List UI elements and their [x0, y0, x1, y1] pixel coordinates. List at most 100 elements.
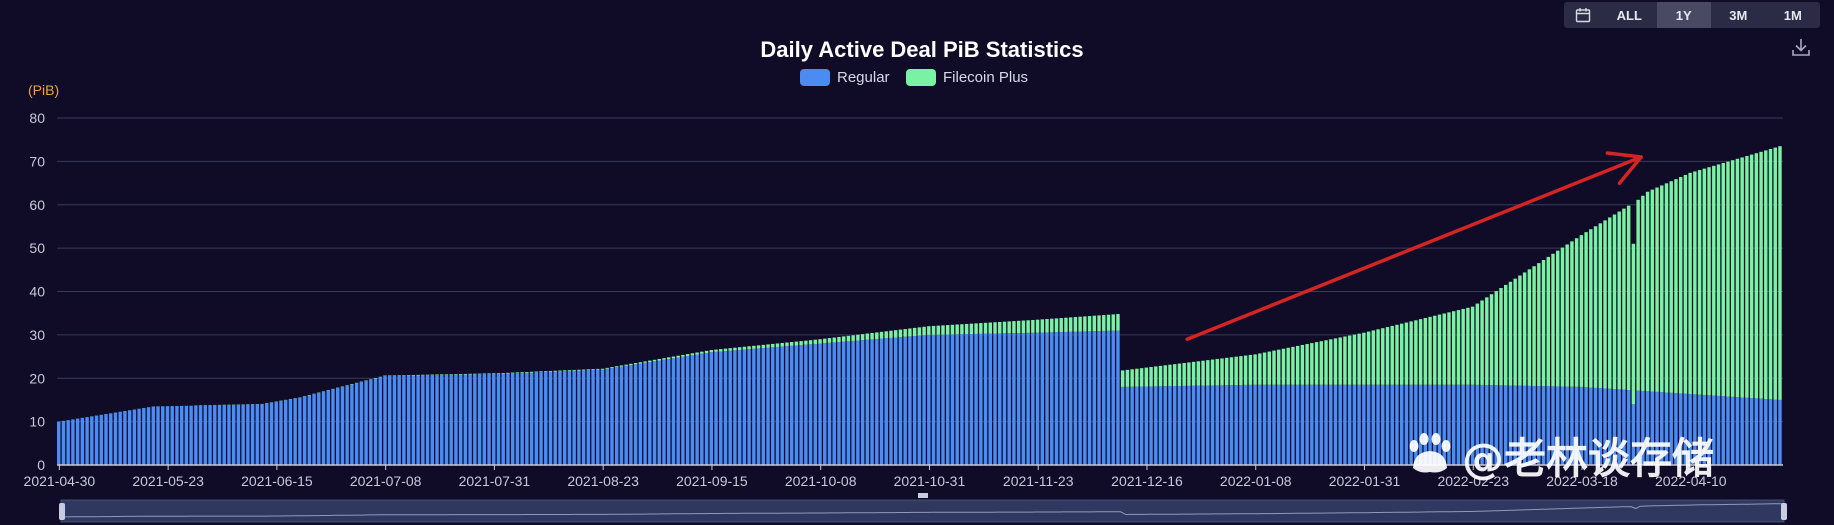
bar-regular[interactable] [539, 372, 543, 465]
bar-filecoin-plus[interactable] [416, 374, 420, 376]
bar-regular[interactable] [529, 372, 534, 465]
zoom-slider[interactable] [59, 493, 1787, 523]
bar-filecoin-plus[interactable] [1603, 220, 1607, 389]
bar-regular[interactable] [1253, 384, 1257, 465]
bar-regular[interactable] [1778, 399, 1782, 465]
bar-regular[interactable] [1300, 384, 1305, 465]
bar-filecoin-plus[interactable] [1338, 337, 1342, 385]
bar-regular[interactable] [473, 374, 477, 465]
bar-filecoin-plus[interactable] [1333, 338, 1338, 385]
bar-regular[interactable] [1116, 330, 1120, 465]
bar-filecoin-plus[interactable] [525, 371, 529, 373]
bar-filecoin-plus[interactable] [373, 377, 378, 379]
bar-regular[interactable] [161, 406, 165, 465]
bar-regular[interactable] [1281, 384, 1286, 465]
bar-regular[interactable] [1163, 386, 1167, 465]
bar-regular[interactable] [964, 334, 969, 465]
bar-filecoin-plus[interactable] [742, 346, 747, 350]
bar-filecoin-plus[interactable] [1371, 330, 1376, 385]
bar-regular[interactable] [756, 348, 761, 465]
bar-filecoin-plus[interactable] [648, 360, 652, 363]
bar-filecoin-plus[interactable] [1120, 370, 1125, 387]
bar-filecoin-plus[interactable] [766, 344, 770, 348]
legend[interactable]: Regular Filecoin Plus [800, 69, 1028, 86]
bar-regular[interactable] [1456, 384, 1461, 465]
bar-regular[interactable] [974, 333, 978, 465]
bar-regular[interactable] [1262, 384, 1267, 465]
bar-regular[interactable] [1073, 331, 1078, 465]
bar-regular[interactable] [194, 405, 198, 465]
bar-regular[interactable] [1541, 386, 1546, 465]
bar-filecoin-plus[interactable] [633, 363, 638, 365]
bar-regular[interactable] [1371, 384, 1376, 465]
bar-filecoin-plus[interactable] [1759, 151, 1763, 399]
bar-regular[interactable] [596, 369, 600, 465]
bar-regular[interactable] [581, 370, 586, 465]
bar-regular[interactable] [960, 334, 964, 465]
bar-regular[interactable] [1172, 386, 1177, 465]
bar-regular[interactable] [1617, 389, 1621, 465]
bar-regular[interactable] [1768, 399, 1773, 465]
bar-regular[interactable] [293, 398, 297, 465]
bar-filecoin-plus[interactable] [1674, 179, 1678, 394]
bar-filecoin-plus[interactable] [804, 340, 808, 345]
bar-regular[interactable] [794, 345, 799, 465]
bar-filecoin-plus[interactable] [737, 347, 742, 350]
bar-regular[interactable] [1674, 393, 1678, 465]
bar-filecoin-plus[interactable] [998, 321, 1002, 334]
bar-regular[interactable] [1551, 386, 1555, 465]
bar-regular[interactable] [1210, 385, 1215, 465]
bar-filecoin-plus[interactable] [1135, 368, 1139, 387]
bar-regular[interactable] [1603, 388, 1607, 465]
bar-filecoin-plus[interactable] [1262, 352, 1267, 385]
bar-regular[interactable] [402, 375, 406, 465]
bar-regular[interactable] [1418, 384, 1423, 465]
bar-regular[interactable] [827, 342, 832, 465]
bar-regular[interactable] [823, 343, 827, 465]
bar-regular[interactable] [1437, 384, 1442, 465]
bar-regular[interactable] [752, 348, 756, 465]
bar-regular[interactable] [1494, 385, 1498, 465]
bar-regular[interactable] [156, 406, 160, 465]
bar-regular[interactable] [1347, 384, 1352, 465]
bar-regular[interactable] [1669, 392, 1673, 465]
bar-filecoin-plus[interactable] [1414, 320, 1418, 385]
bar-filecoin-plus[interactable] [1660, 185, 1664, 393]
bar-regular[interactable] [1574, 386, 1579, 465]
bar-filecoin-plus[interactable] [1612, 214, 1617, 390]
bar-filecoin-plus[interactable] [917, 327, 922, 336]
bar-regular[interactable] [1139, 386, 1144, 465]
bar-filecoin-plus[interactable] [700, 351, 704, 354]
bar-filecoin-plus[interactable] [1693, 171, 1697, 395]
bar-regular[interactable] [1026, 332, 1030, 465]
range-button-1m[interactable]: 1M [1783, 7, 1802, 23]
bar-filecoin-plus[interactable] [1035, 319, 1040, 333]
bar-filecoin-plus[interactable] [1106, 314, 1111, 331]
bar-filecoin-plus[interactable] [993, 322, 997, 334]
bar-filecoin-plus[interactable] [591, 369, 595, 370]
bar-filecoin-plus[interactable] [406, 375, 411, 376]
bar-regular[interactable] [340, 386, 345, 465]
bar-regular[interactable] [676, 357, 680, 465]
bar-regular[interactable] [71, 419, 75, 465]
bar-regular[interactable] [544, 371, 548, 465]
bar-filecoin-plus[interactable] [1749, 154, 1754, 399]
bar-regular[interactable] [416, 375, 420, 465]
bar-filecoin-plus[interactable] [444, 374, 449, 375]
bar-regular[interactable] [1475, 384, 1480, 465]
bar-filecoin-plus[interactable] [1267, 351, 1271, 385]
bar-filecoin-plus[interactable] [884, 331, 888, 339]
bar-regular[interactable] [336, 388, 340, 465]
bar-regular[interactable] [728, 350, 732, 465]
bar-regular[interactable] [458, 374, 463, 465]
bar-regular[interactable] [1286, 384, 1290, 465]
bar-filecoin-plus[interactable] [1111, 314, 1115, 331]
bar-regular[interactable] [950, 334, 955, 465]
bar-filecoin-plus[interactable] [1636, 199, 1640, 391]
bar-filecoin-plus[interactable] [1286, 347, 1290, 385]
bar-regular[interactable] [742, 349, 747, 465]
bar-regular[interactable] [1083, 331, 1087, 465]
bar-filecoin-plus[interactable] [529, 371, 534, 373]
bar-regular[interactable] [1305, 384, 1309, 465]
bar-regular[interactable] [1712, 395, 1716, 465]
